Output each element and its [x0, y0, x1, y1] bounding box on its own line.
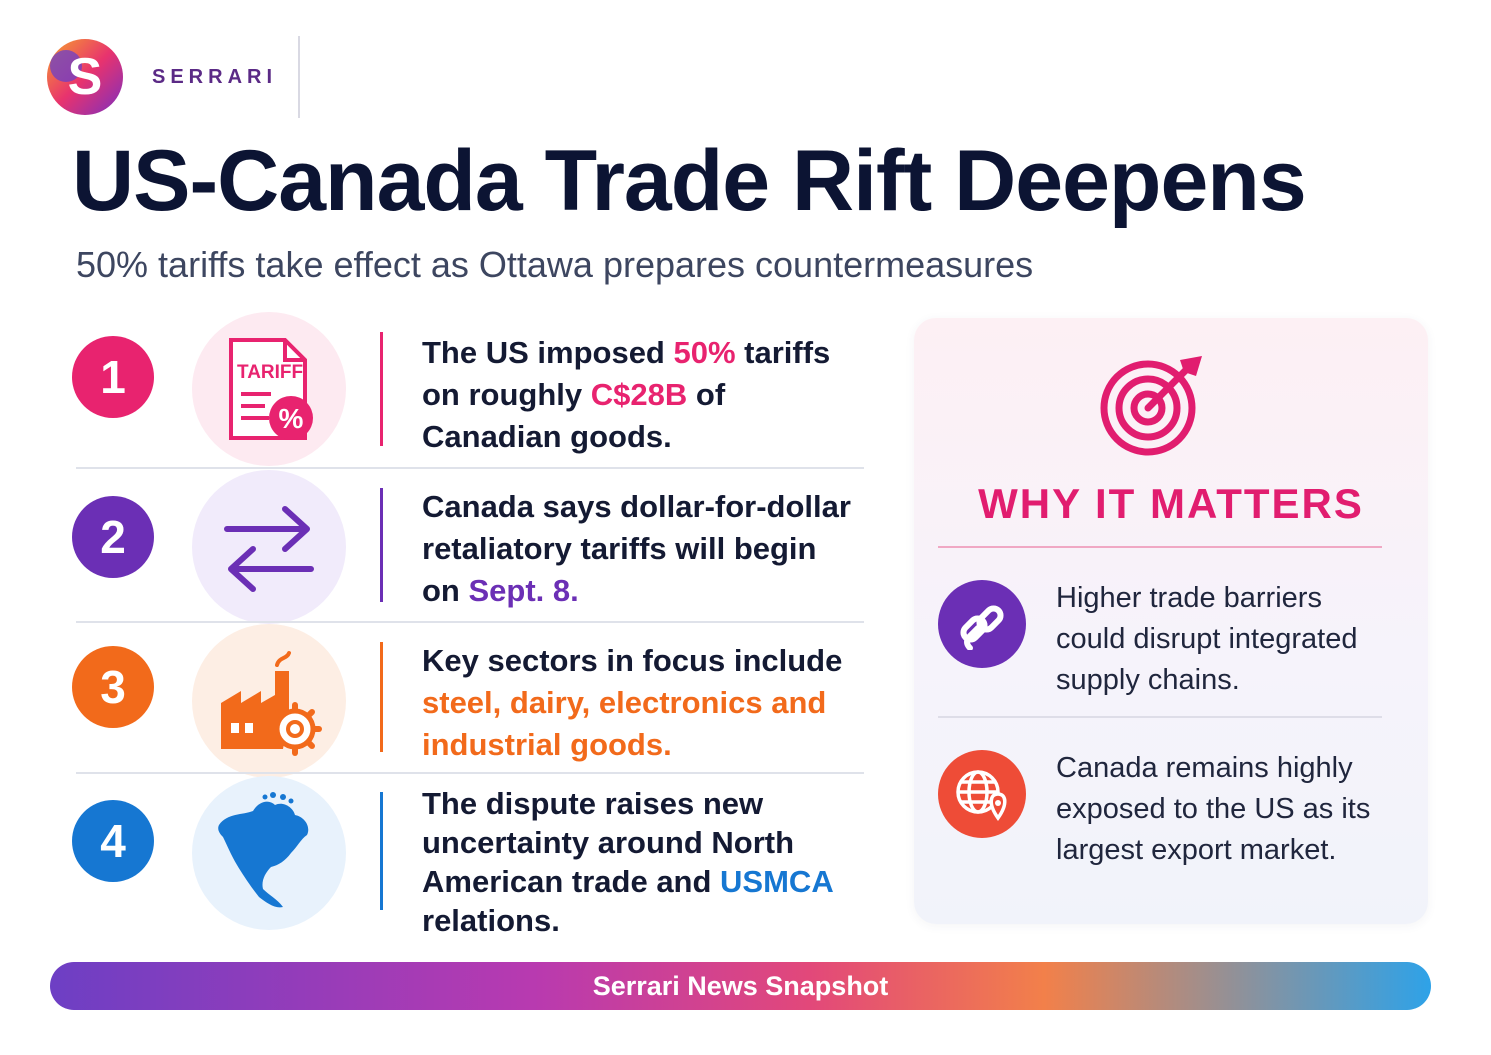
number-badge-4: 4 [72, 800, 154, 882]
list-item-2: 2 Canada says dollar-for-dollar retaliat… [72, 470, 864, 624]
icon-bubble-1: TARIFF % [192, 312, 346, 466]
percent-symbol: % [279, 403, 304, 434]
tariff-document-icon: TARIFF % [229, 338, 313, 440]
panel-point-text-1: Higher trade barriers could disrupt inte… [1056, 582, 1358, 696]
list-item-4: 4 The dispute raises new uncertainty aro… [72, 776, 864, 938]
highlight-goods-value: C$28B [590, 377, 688, 412]
why-it-matters-panel: WHY IT MATTERS Higher trade barriers cou… [914, 318, 1428, 924]
highlight-sectors: steel, dairy, electronics and industrial… [422, 685, 827, 762]
tariff-icon-label: TARIFF [237, 362, 303, 383]
target-arrow-icon [1100, 356, 1202, 456]
chain-link-icon [960, 605, 1004, 650]
item-accent-bar-1 [380, 332, 383, 446]
number-badge-3: 3 [72, 646, 154, 728]
page-title: US-Canada Trade Rift Deepens [72, 133, 1307, 229]
highlight-date: Sept. 8. [468, 573, 579, 608]
number-badge-2: 2 [72, 496, 154, 578]
item-text-2: Canada says dollar-for-dollar retaliator… [422, 489, 851, 608]
svg-text:S: S [68, 48, 103, 106]
why-it-matters-heading: WHY IT MATTERS [978, 480, 1364, 527]
icon-bubble-3 [192, 624, 346, 778]
page-subtitle: 50% tariffs take effect as Ottawa prepar… [76, 244, 1034, 285]
item-text-1: The US imposed 50% tariffs on roughly C$… [422, 335, 831, 454]
icon-bubble-4 [192, 776, 346, 930]
panel-point-icon-2 [938, 750, 1026, 838]
item-divider-1 [76, 467, 864, 469]
number-badge-1: 1 [72, 336, 154, 418]
footer-label: Serrari News Snapshot [592, 970, 889, 1001]
exchange-arrows-icon [224, 506, 314, 592]
serrari-logo: S [47, 39, 123, 115]
item-accent-bar-3 [380, 642, 383, 752]
item-accent-bar-4 [380, 792, 383, 910]
icon-bubble-2 [192, 470, 346, 624]
item-text-3: Key sectors in focus include steel, dair… [422, 643, 843, 762]
north-america-map-icon [218, 792, 309, 908]
highlight-usmca: USMCA [720, 864, 833, 899]
brand-name: SERRARI [152, 66, 278, 88]
list-item-1: 1 TARIFF % The US imposed 50% tariffs on… [72, 312, 864, 466]
panel-point-text-2: Canada remains highly exposed to the US … [1056, 752, 1371, 866]
panel-point-divider [938, 716, 1382, 718]
highlight-tariff-rate: 50% [673, 335, 736, 370]
list-item-3: 3 Key sectors in focus include steel, da… [72, 624, 864, 778]
panel-point-icon-1 [938, 580, 1026, 668]
item-divider-2 [76, 621, 864, 623]
item-accent-bar-2 [380, 488, 383, 602]
item-divider-3 [76, 772, 864, 774]
footer-banner: Serrari News Snapshot [50, 962, 1431, 1010]
factory-gear-icon [221, 651, 322, 756]
header-divider [298, 36, 300, 118]
panel-heading-divider [938, 546, 1382, 548]
globe-pin-icon [956, 770, 1007, 822]
item-text-4: The dispute raises new uncertainty aroun… [422, 786, 833, 938]
